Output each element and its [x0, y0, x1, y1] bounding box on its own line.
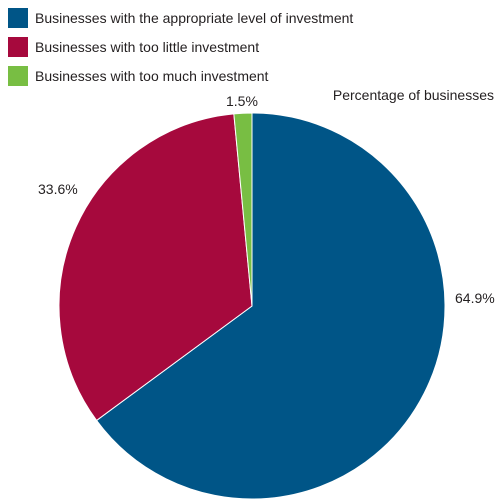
- legend-item-too-little: Businesses with too little investment: [8, 37, 353, 57]
- legend-swatch-appropriate: [8, 8, 28, 28]
- pie-slice-appropriate: [95, 112, 446, 500]
- slice-label-appropriate: 64.9%: [455, 290, 495, 306]
- measure-label: Percentage of businesses: [332, 87, 494, 103]
- slice-label-too-little: 33.6%: [38, 181, 78, 197]
- legend-swatch-too-much: [8, 66, 28, 86]
- pie-slice-too-much: [233, 112, 253, 307]
- legend-swatch-too-little: [8, 37, 28, 57]
- legend-label-too-much: Businesses with too much investment: [35, 68, 269, 84]
- pie-slice-too-little: [58, 113, 253, 422]
- legend-label-too-little: Businesses with too little investment: [35, 39, 260, 55]
- legend-item-appropriate: Businesses with the appropriate level of…: [8, 8, 353, 28]
- slice-label-too-much: 1.5%: [226, 93, 258, 109]
- chart-legend: Businesses with the appropriate level of…: [8, 8, 353, 95]
- legend-item-too-much: Businesses with too much investment: [8, 66, 353, 86]
- legend-label-appropriate: Businesses with the appropriate level of…: [35, 10, 354, 26]
